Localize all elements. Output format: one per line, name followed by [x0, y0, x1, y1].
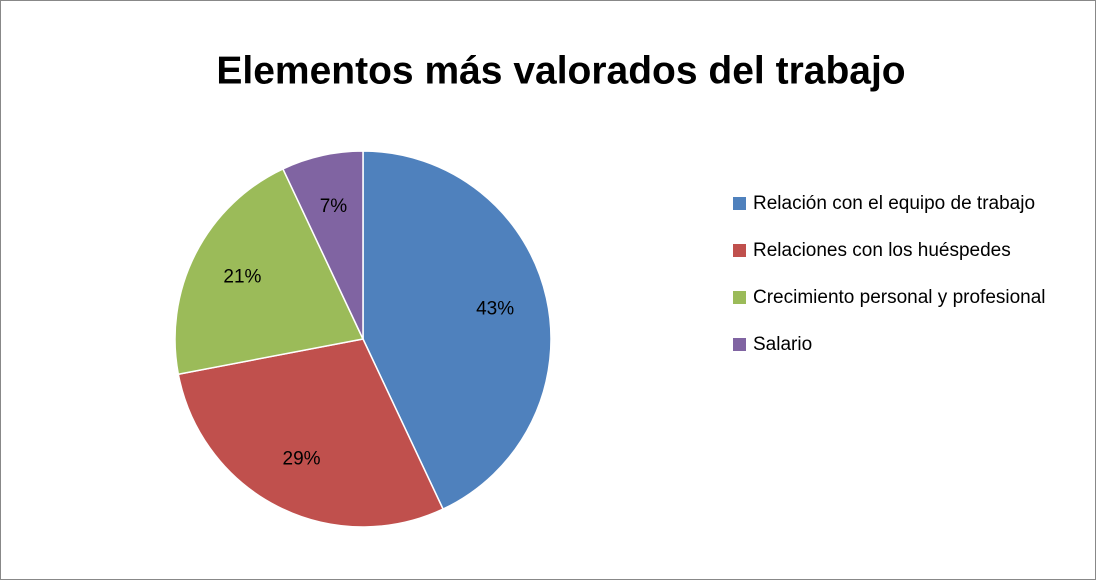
legend-swatch	[733, 244, 746, 257]
data-label: 21%	[223, 267, 261, 288]
legend-item: Relaciones con los huéspedes	[733, 234, 1063, 267]
legend-label: Crecimiento personal y profesional	[753, 287, 1046, 308]
pie-slice	[174, 167, 365, 376]
data-label: 43%	[476, 298, 514, 319]
legend-label: Salario	[753, 334, 813, 355]
pie-slice	[177, 338, 445, 528]
pie-slice	[362, 150, 552, 511]
data-label: 7%	[320, 196, 348, 217]
legend-label: Relación con el equipo de trabajo	[753, 193, 1036, 214]
legend-label: Relaciones con los huéspedes	[753, 240, 1011, 261]
data-label: 29%	[283, 449, 321, 470]
legend: Relación con el equipo de trabajo Relacio…	[733, 187, 1063, 375]
legend-item: Crecimiento personal y profesional	[733, 281, 1063, 314]
chart-title: Elementos más valorados del trabajo	[216, 49, 905, 92]
legend-swatch	[733, 197, 746, 210]
legend-swatch	[733, 338, 746, 351]
legend-item: Salario	[733, 328, 1063, 361]
legend-swatch	[733, 291, 746, 304]
pie-slice	[281, 150, 364, 340]
legend-item: Relación con el equipo de trabajo	[733, 187, 1063, 220]
